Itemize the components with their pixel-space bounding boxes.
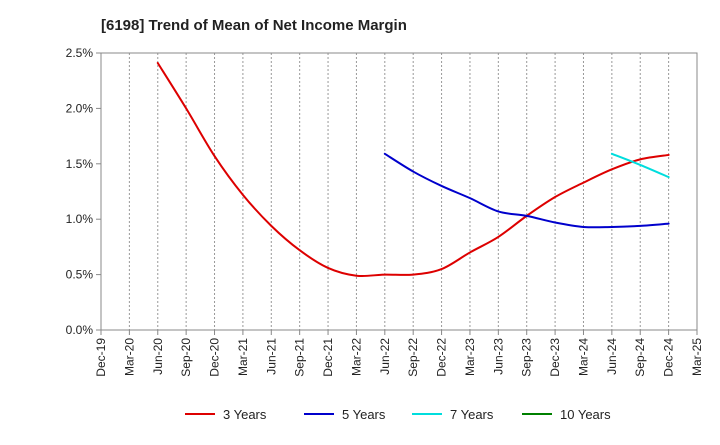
legend: 3 Years 5 Years 7 Years 10 Years — [185, 407, 611, 422]
legend-label: 10 Years — [560, 407, 611, 422]
legend-label: 7 Years — [450, 407, 494, 422]
plot-frame — [100, 52, 698, 331]
y-tick-label: 2.0% — [66, 101, 94, 115]
x-tick-label: Jun-22 — [378, 338, 392, 375]
x-tick-label: Dec-19 — [94, 338, 108, 377]
x-tick-label: Jun-21 — [264, 338, 278, 375]
axes: 0.0% 0.5% 1.0% 1.5% 2.0% 2.5% Dec-19 Mar-20 Jun-… — [66, 46, 704, 377]
x-tick-label: Dec-24 — [662, 338, 676, 377]
x-tick-label: Jun-24 — [605, 338, 619, 375]
x-tick-label: Mar-21 — [236, 338, 250, 376]
x-tick-label: Mar-25 — [690, 338, 704, 376]
legend-label: 5 Years — [342, 407, 386, 422]
y-tick-label: 1.5% — [66, 157, 94, 171]
series-line-7-years — [610, 152, 670, 179]
x-tick-label: Mar-24 — [576, 338, 590, 376]
x-tick-label: Dec-23 — [548, 338, 562, 377]
x-tick-label: Sep-20 — [179, 338, 193, 377]
series-line-5-years — [383, 152, 670, 229]
series-lines — [156, 61, 670, 278]
chart-title: [6198] Trend of Mean of Net Income Margi… — [101, 17, 407, 34]
x-tick-label: Sep-24 — [633, 338, 647, 377]
x-tick-label: Mar-22 — [349, 338, 363, 376]
x-tick-label: Sep-23 — [520, 338, 534, 377]
x-tick-label: Sep-22 — [406, 338, 420, 377]
x-tick-label: Mar-23 — [463, 338, 477, 376]
x-tick-label: Sep-21 — [293, 338, 307, 377]
legend-label: 3 Years — [223, 407, 267, 422]
y-tick-label: 2.5% — [66, 46, 94, 60]
y-tick-label: 0.5% — [66, 268, 94, 282]
x-tick-label: Dec-20 — [208, 338, 222, 377]
series-line-3-years — [156, 61, 670, 278]
y-tick-label: 0.0% — [66, 323, 94, 337]
x-tick-label: Dec-21 — [321, 338, 335, 377]
x-tick-label: Dec-22 — [435, 338, 449, 377]
x-tick-label: Jun-20 — [151, 338, 165, 375]
grid — [128, 53, 670, 330]
y-tick-label: 1.0% — [66, 212, 94, 226]
x-tick-label: Mar-20 — [122, 338, 136, 376]
x-tick-label: Jun-23 — [491, 338, 505, 375]
